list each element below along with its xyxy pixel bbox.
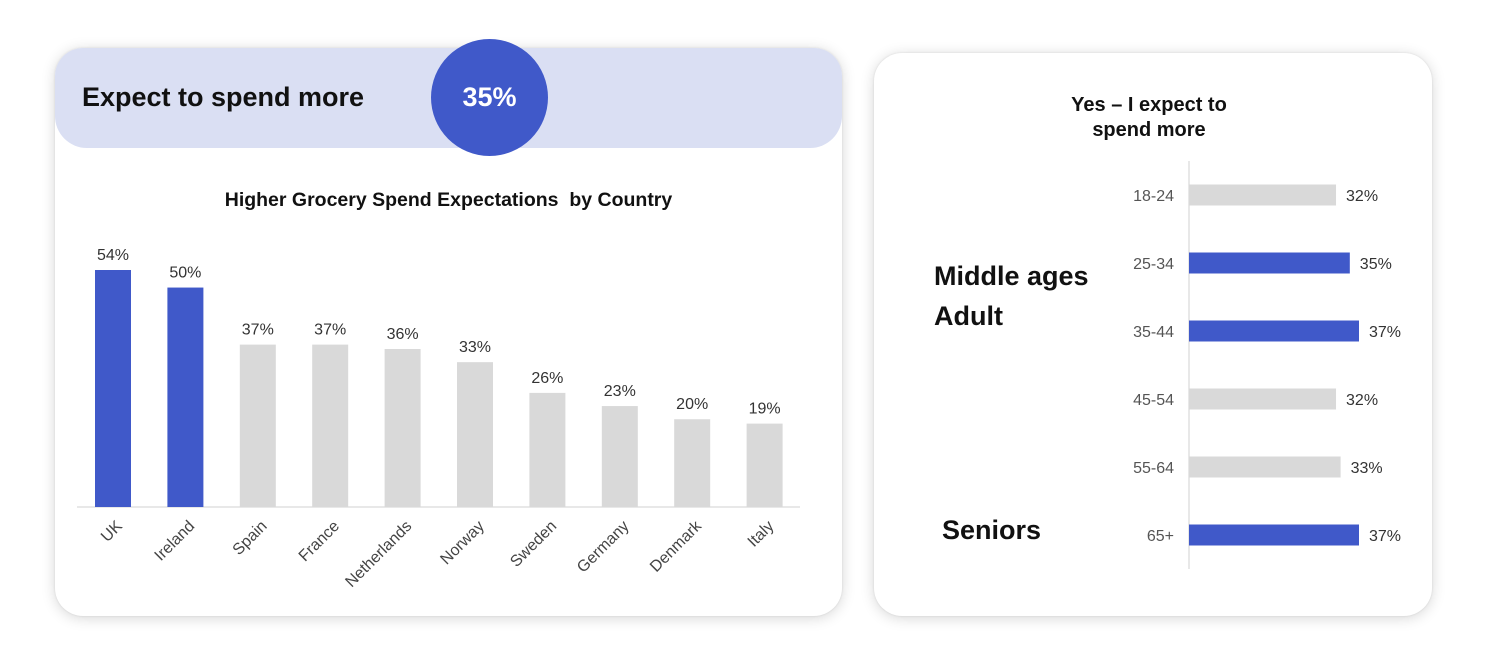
- country-bar-germany: [601, 406, 638, 507]
- age-bar-18-24: [1189, 184, 1337, 206]
- country-value-label-italy: 19%: [749, 401, 781, 418]
- age-tick-label-55-64: 55-64: [1133, 460, 1174, 477]
- age-tick-label-35-44: 35-44: [1133, 324, 1174, 341]
- country-tick-label-ireland: Ireland: [152, 518, 199, 565]
- segment-label-middle-ages-line-2: Adult: [934, 301, 1003, 331]
- age-bar-65-plus: [1189, 524, 1359, 546]
- age-tick-label-65-plus: 65+: [1147, 528, 1174, 545]
- age-tick-label-25-34: 25-34: [1133, 256, 1174, 273]
- country-value-label-sweden: 26%: [531, 370, 563, 387]
- age-chart-title-line-1: Yes – I expect to: [1071, 94, 1227, 116]
- country-bar-ireland: [167, 287, 204, 507]
- country-bar-italy: [746, 423, 783, 507]
- country-tick-label-denmark: Denmark: [647, 517, 706, 576]
- age-tick-label-18-24: 18-24: [1133, 188, 1174, 205]
- country-bar-sweden: [529, 392, 566, 507]
- segment-label-middle-ages-line-1: Middle ages: [934, 261, 1089, 291]
- country-tick-label-norway: Norway: [437, 518, 487, 568]
- country-bar-norway: [457, 362, 493, 507]
- country-tick-label-netherlands: Netherlands: [342, 518, 415, 591]
- country-tick-label-uk: UK: [98, 518, 126, 546]
- country-value-label-france: 37%: [314, 322, 346, 339]
- age-value-label-25-34: 35%: [1360, 256, 1392, 273]
- country-bar-netherlands: [384, 349, 421, 507]
- age-value-label-55-64: 33%: [1351, 460, 1383, 477]
- country-bar-spain: [239, 344, 276, 507]
- country-value-label-netherlands: 36%: [387, 326, 419, 343]
- country-tick-label-spain: Spain: [230, 518, 271, 559]
- country-tick-label-germany: Germany: [574, 518, 633, 577]
- age-chart-title: Yes – I expect to spend more: [1029, 93, 1269, 143]
- country-value-label-ireland: 50%: [169, 265, 201, 282]
- country-value-label-spain: 37%: [242, 322, 274, 339]
- age-value-label-45-54: 32%: [1346, 392, 1378, 409]
- age-bar-35-44: [1189, 320, 1359, 342]
- country-bar-denmark: [674, 419, 711, 507]
- banner-title: Expect to spend more: [82, 82, 365, 112]
- age-bar-45-54: [1189, 388, 1337, 410]
- country-tick-label-sweden: Sweden: [507, 518, 560, 571]
- country-tick-label-italy: Italy: [745, 518, 778, 551]
- age-bar-55-64: [1189, 456, 1341, 478]
- age-value-label-35-44: 37%: [1369, 324, 1401, 341]
- country-chart-card: Expect to spend more 35% Higher Grocery …: [55, 39, 842, 616]
- age-bar-chart: 32% 18-24 35% 25-34 37% 35-44 32% 45-54 33% 55-64…: [1133, 161, 1401, 569]
- country-tick-label-france: France: [296, 518, 343, 565]
- country-value-label-germany: 23%: [604, 383, 636, 400]
- age-tick-label-45-54: 45-54: [1133, 392, 1174, 409]
- country-bar-chart: 54% UK 50% Ireland 37% Spain 37% France 36% Nethe…: [77, 247, 800, 591]
- age-bar-25-34: [1189, 252, 1350, 274]
- age-chart-title-line-2: spend more: [1092, 119, 1206, 141]
- country-bar-france: [312, 344, 349, 507]
- country-value-label-uk: 54%: [97, 247, 129, 264]
- country-value-label-denmark: 20%: [676, 396, 708, 413]
- age-chart-card: Yes – I expect to spend more Middle ages…: [874, 53, 1432, 616]
- country-chart-title: Higher Grocery Spend Expectations by Cou…: [224, 189, 673, 211]
- banner-percentage-badge: 35%: [431, 39, 548, 156]
- segment-label-seniors: Seniors: [942, 515, 1042, 545]
- country-bar-uk: [95, 270, 131, 507]
- age-value-label-18-24: 32%: [1346, 188, 1378, 205]
- country-value-label-norway: 33%: [459, 339, 491, 356]
- segment-label-middle-ages: Middle ages Adult: [934, 256, 1089, 336]
- age-value-label-65-plus: 37%: [1369, 528, 1401, 545]
